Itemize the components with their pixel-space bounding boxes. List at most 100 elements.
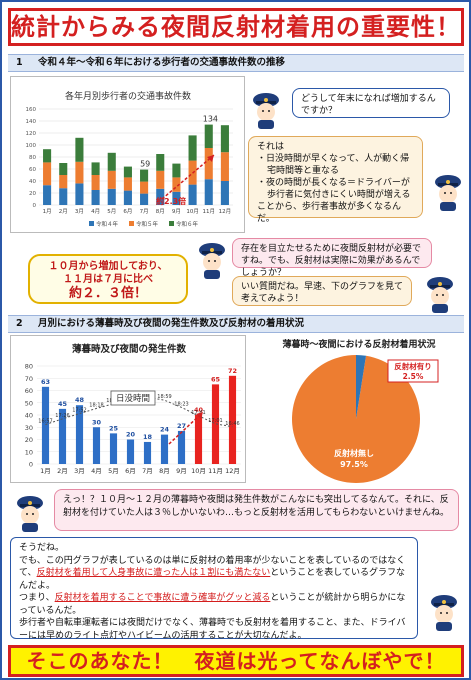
explanation-highlight-1: 反射材を着用して人身事故に遭った人は１割にも満たない [36, 568, 271, 578]
bar [109, 433, 118, 464]
y-tick-label: 140 [26, 119, 37, 125]
explanation-highlight-2: 反射材を着用することで事故に遭う確率がグッと減る [54, 593, 271, 603]
x-tick-label: 4月 [91, 208, 100, 215]
explanation-box: そうだね。 でも、この円グラフが表しているのは単に反射材の着用率が少ないことを表… [10, 537, 418, 641]
pie-yes-label: 反射材有り [394, 361, 432, 371]
bar-segment [43, 185, 52, 205]
police-officer-icon [427, 277, 453, 313]
bar-segment [59, 163, 68, 175]
bar-segment [59, 175, 68, 189]
trend-arrow [161, 154, 215, 200]
bar [41, 386, 50, 464]
x-tick-label: 5月 [108, 467, 119, 475]
answer-line-3: 宅時間等と重なる [267, 166, 340, 176]
value-label-134: 134 [203, 115, 218, 124]
bar-segment [140, 181, 149, 194]
bar-segment [172, 163, 181, 178]
accident-chart-svg: 各年月別歩行者の交通事故件数 1月 2月 3月 4月 5月 6月 7月 8月 9月 10月 11月 1… [26, 90, 233, 228]
bar-segment [75, 137, 84, 162]
y-tick-label: 120 [26, 131, 37, 137]
bar-segment [123, 177, 132, 191]
bar-segment [140, 169, 149, 182]
legend-swatch [129, 221, 134, 226]
bar [211, 384, 220, 464]
bar-segment [188, 184, 197, 205]
bar-segment [107, 152, 116, 171]
sunset-time-label: 17:52 [72, 408, 86, 414]
x-tick-label: 9月 [176, 467, 187, 475]
data-label: 27 [177, 422, 186, 430]
x-tick-label: 1月 [40, 467, 51, 475]
bar-segment [43, 149, 52, 163]
bar-segment [172, 177, 181, 192]
x-tick-label: 7月 [142, 467, 153, 475]
dusk-trend-arrow [168, 413, 202, 445]
accident-chart-title: 各年月別歩行者の交通事故件数 [65, 90, 191, 102]
dusk-chart-title: 薄暮時及び夜間の発生件数 [71, 343, 187, 355]
y-tick-label: 80 [25, 363, 33, 371]
y-tick-label: 160 [26, 107, 37, 113]
section2-heading: 2 月別における薄暮時及び夜間の発生件数及び反射材の着用状況 [8, 315, 464, 333]
explanation-line-2a: でも、この円グラフが表しているのは単に反射材の着用率が少ないことを表しているので… [19, 555, 406, 579]
pie-yes-value: 2.5% [403, 372, 424, 381]
bar-segment [123, 166, 132, 178]
x-tick-label: 7月 [140, 208, 149, 215]
bar-segment [107, 170, 116, 189]
answer-bubble-1: それは ・日没時間が早くなって、人が動く帰 宅時間等と重なる ・夜の時間が長くな… [248, 136, 423, 224]
data-label: 45 [58, 400, 68, 408]
bar-segment [220, 181, 229, 205]
x-tick-label: 12月 [225, 467, 240, 475]
sunset-time-label: 16:57 [38, 419, 52, 425]
bar [58, 408, 67, 464]
x-tick-label: 5月 [107, 208, 116, 215]
answer-line-5: 歩行者に気付きにくい時間が増える [267, 190, 411, 200]
callout-line-1: １０月から増加しており、 [48, 261, 168, 272]
x-tick-label: 1月 [43, 208, 52, 215]
data-label: 20 [126, 431, 136, 439]
bar-segment [91, 190, 100, 205]
question-bubble-2: 存在を目立たせるために夜間反射材が必要ですね。でも、反射材は実際に効果があるんで… [232, 238, 432, 278]
y-tick-label: 70 [25, 375, 33, 383]
x-tick-label: 3月 [74, 467, 85, 475]
bar-segment [220, 152, 229, 181]
dusk-trend-arrowhead [196, 412, 203, 419]
explanation-line-3a: つまり、 [19, 593, 55, 603]
dusk-chart-svg: 薄暮時及び夜間の発生件数 1月 2月 3月 4月 5月 6月 7月 8月 9月 10月 11月 12月… [25, 343, 241, 475]
y-tick-label: 40 [29, 179, 36, 185]
pie-no-value: 97.5% [340, 460, 368, 469]
bar-segment [204, 179, 213, 205]
data-label: 18 [143, 433, 153, 441]
bar-segment [156, 188, 165, 205]
accident-annotation: 約2.3倍 [156, 196, 186, 206]
explanation-line-2: でも、この円グラフが表しているのは単に反射材の着用率が少ないことを表しているので… [19, 555, 409, 593]
x-tick-label: 6月 [123, 208, 132, 215]
police-woman-icon [17, 496, 43, 532]
bar-segment [156, 170, 165, 189]
sunset-time-label: 17:01 [208, 418, 222, 424]
answer-bubble-2: いい質問だね。早速、下のグラフを見て考えてみよう！ [232, 276, 412, 306]
bar [177, 430, 186, 464]
x-tick-label: 8月 [156, 208, 165, 215]
question-bubble-1: どうして年末になれば増加するんですか？ [292, 88, 450, 118]
x-tick-label: 10月 [191, 467, 206, 475]
sunset-time-label: 16:46 [225, 421, 239, 427]
callout-line-3: 約２．３倍！ [68, 286, 147, 301]
trend-arrowhead [207, 155, 214, 162]
explanation-line-3: つまり、反射材を着用することで事故に遭う確率がグッと減るということが統計から明ら… [19, 592, 409, 617]
pie-chart-svg: 薄暮時～夜間における反射材着用状況 反射材有り 2.5% 反射材無し 97.5% [282, 338, 439, 483]
data-label: 40 [194, 406, 204, 414]
bar-segment [43, 162, 52, 186]
data-label: 25 [109, 424, 119, 432]
bar-segment [220, 125, 229, 153]
bar [75, 405, 84, 464]
x-tick-label: 12月 [219, 208, 232, 215]
section2-heading-text: 月別における薄暮時及び夜間の発生件数及び反射材の着用状況 [38, 318, 305, 329]
legend-label: 令和４年 [96, 220, 119, 228]
y-tick-label: 100 [26, 143, 37, 149]
dusk-chart: 薄暮時及び夜間の発生件数 1月 2月 3月 4月 5月 6月 7月 8月 9月 10月 11月 12月… [10, 335, 246, 483]
y-tick-label: 30 [25, 424, 33, 432]
bar-segment [156, 154, 165, 171]
bar [143, 441, 152, 464]
bar [160, 434, 169, 464]
